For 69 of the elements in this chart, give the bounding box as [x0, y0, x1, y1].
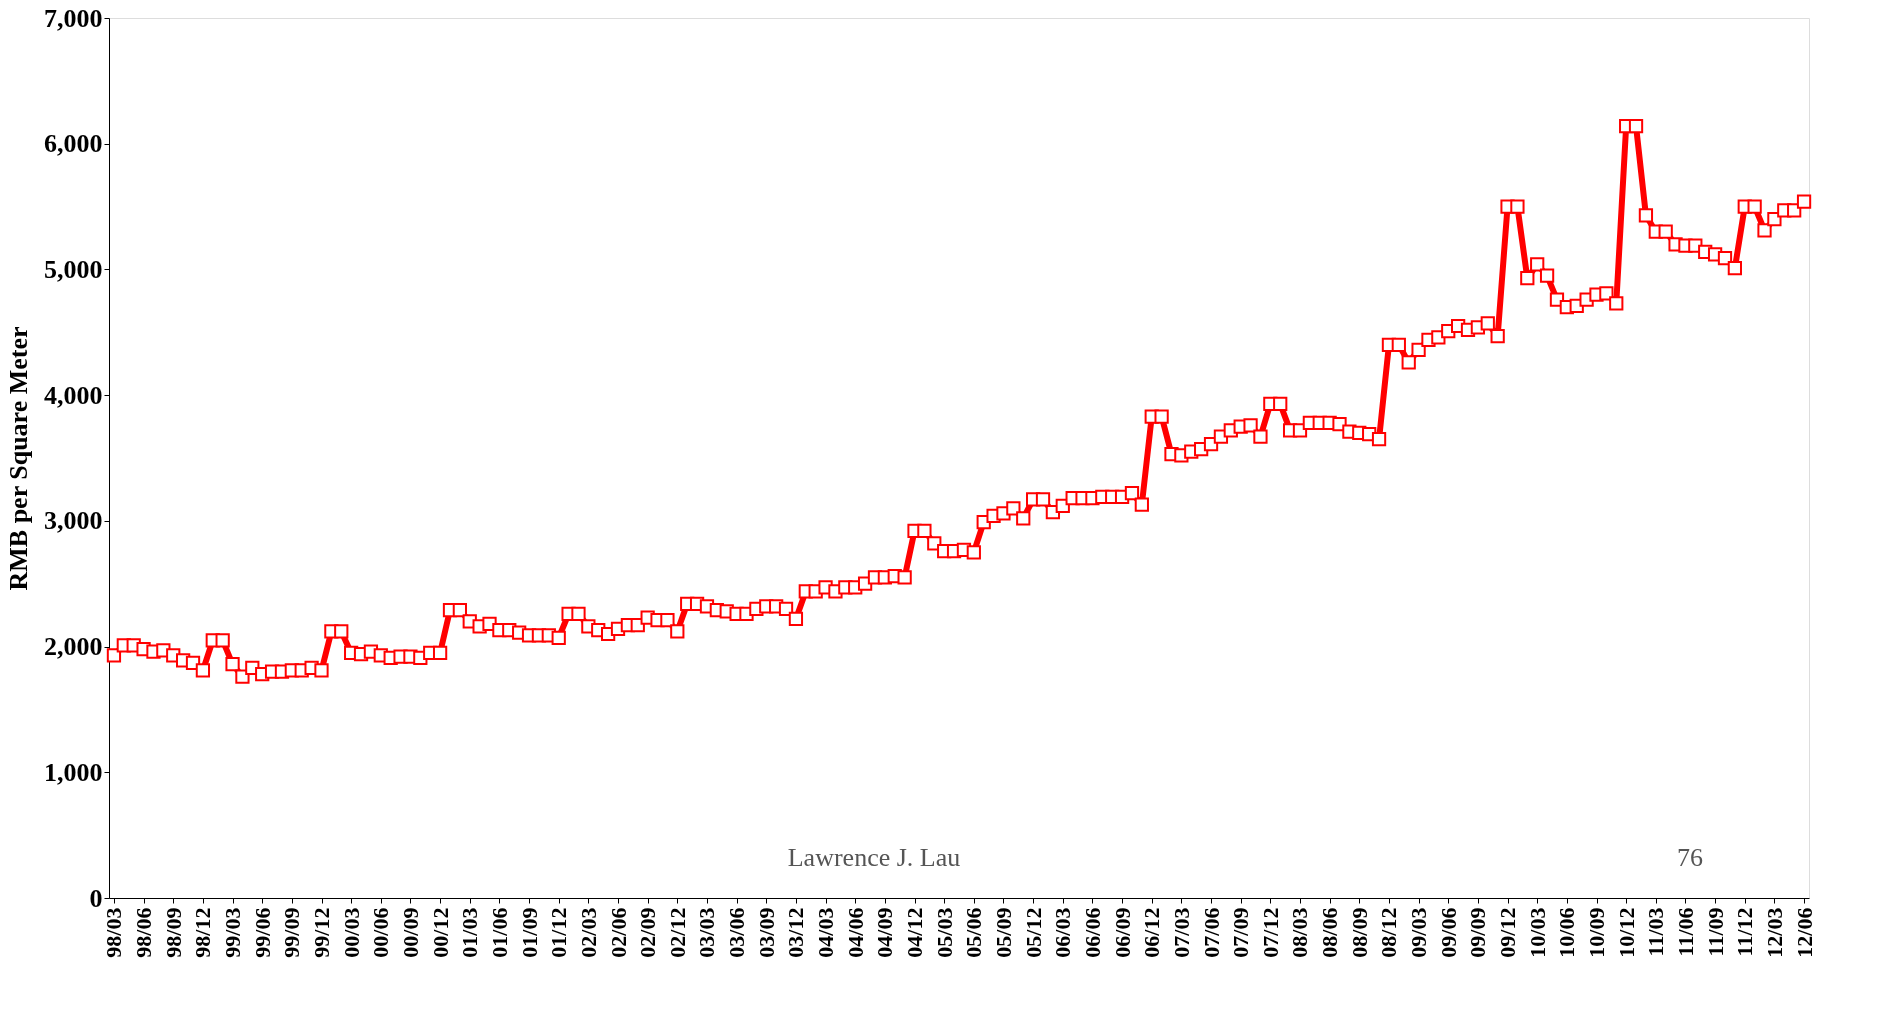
x-tick-label: 98/12 — [190, 907, 216, 958]
annotation: Lawrence J. Lau — [787, 843, 961, 872]
x-tick-label: 09/06 — [1435, 907, 1461, 958]
x-tick-label: 06/06 — [1079, 907, 1105, 958]
x-tick-label: 07/12 — [1257, 907, 1283, 958]
x-tick-label: 04/12 — [902, 907, 928, 958]
x-tick-label: 00/03 — [338, 907, 364, 958]
x-tick-label: 99/03 — [220, 907, 246, 958]
x-tick-label: 01/09 — [516, 907, 542, 958]
x-tick-label: 08/09 — [1346, 907, 1372, 958]
annotation: 76 — [1677, 843, 1703, 872]
x-tick-label: 03/12 — [783, 907, 809, 958]
x-tick-label: 11/03 — [1643, 907, 1669, 957]
x-tick-label: 01/12 — [546, 907, 572, 958]
x-tick-label: 03/03 — [694, 907, 720, 958]
x-tick-label: 99/06 — [249, 907, 275, 958]
x-tick-label: 01/06 — [486, 907, 512, 958]
x-tick-label: 98/09 — [160, 907, 186, 958]
x-tick-label: 09/09 — [1465, 907, 1491, 958]
x-tick-label: 03/09 — [753, 907, 779, 958]
x-tick-label: 02/03 — [575, 907, 601, 958]
x-tick-label: 12/06 — [1791, 907, 1817, 958]
x-tick-label: 10/09 — [1584, 907, 1609, 958]
x-tick-label: 06/03 — [1050, 907, 1076, 958]
y-tick-label: 2,000 — [44, 632, 103, 662]
x-tick-label: 12/03 — [1761, 907, 1787, 958]
x-tick-label: 11/12 — [1732, 907, 1758, 957]
x-tick-label: 07/06 — [1198, 907, 1224, 958]
y-tick-label: 1,000 — [44, 757, 103, 787]
x-tick-label: 08/12 — [1376, 907, 1402, 958]
y-axis-title: RMB per Square Meter — [4, 326, 33, 591]
y-tick-label: 3,000 — [44, 506, 103, 536]
x-tick-label: 11/06 — [1672, 907, 1698, 957]
x-tick-label: 00/06 — [368, 907, 394, 958]
x-tick-label: 10/06 — [1554, 907, 1580, 958]
x-tick-label: 11/09 — [1702, 907, 1728, 957]
x-tick-label: 02/06 — [605, 907, 631, 958]
y-tick-label: 5,000 — [44, 254, 103, 284]
x-tick-label: 04/03 — [813, 907, 839, 958]
x-tick-label: 02/12 — [664, 907, 690, 958]
x-tick-label: 09/03 — [1406, 907, 1432, 958]
x-tick-label: 02/09 — [635, 907, 661, 958]
y-tick-label: 0 — [89, 883, 103, 913]
x-tick-label: 99/09 — [279, 907, 305, 958]
x-tick-label: 06/09 — [1109, 907, 1135, 958]
x-tick-label: 10/12 — [1613, 907, 1639, 958]
x-tick-label: 98/06 — [131, 907, 157, 958]
x-tick-label: 00/12 — [427, 907, 453, 958]
x-tick-label: 05/12 — [1020, 907, 1046, 958]
x-tick-label: 04/06 — [842, 907, 868, 958]
x-tick-label: 99/12 — [309, 907, 334, 958]
x-tick-label: 08/06 — [1317, 907, 1343, 958]
x-tick-label: 05/06 — [961, 907, 987, 958]
y-tick-label: 7,000 — [44, 3, 103, 33]
x-tick-label: 05/03 — [931, 907, 957, 958]
x-tick-label: 08/03 — [1287, 907, 1313, 958]
x-tick-label: 00/09 — [397, 907, 423, 958]
x-tick-label: 04/09 — [872, 907, 898, 958]
x-tick-label: 09/12 — [1495, 907, 1521, 958]
x-tick-label: 98/03 — [101, 907, 127, 958]
y-tick-label: 4,000 — [44, 380, 103, 410]
x-tick-label: 03/06 — [724, 907, 750, 958]
x-tick-label: 05/09 — [990, 907, 1016, 958]
x-tick-label: 10/03 — [1524, 907, 1550, 958]
x-tick-label: 01/03 — [457, 907, 483, 958]
x-tick-label: 07/09 — [1228, 907, 1254, 958]
x-tick-label: 07/03 — [1168, 907, 1194, 958]
y-tick-label: 6,000 — [44, 129, 103, 159]
x-tick-label: 06/12 — [1139, 907, 1165, 958]
